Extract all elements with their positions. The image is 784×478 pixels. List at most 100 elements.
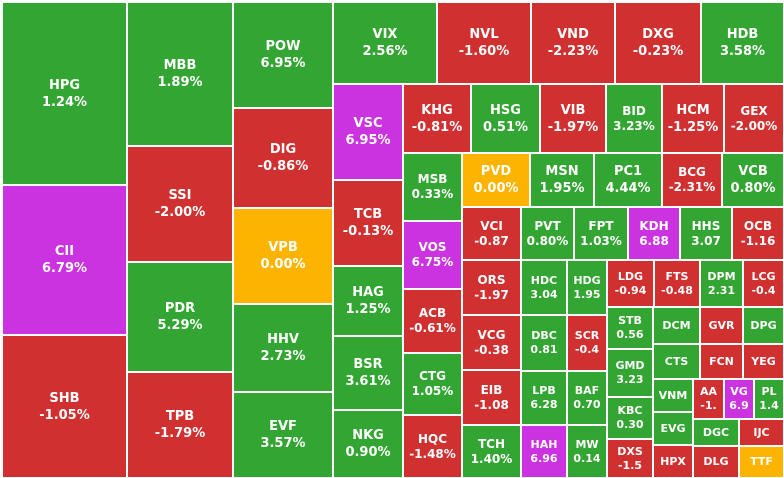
tile-ttf[interactable]: TTF [739, 446, 784, 478]
tile-dlg[interactable]: DLG [693, 446, 739, 478]
tile-ors[interactable]: ORS -1.97 [462, 260, 521, 315]
tile-vcg[interactable]: VCG -0.38 [462, 315, 521, 370]
tile-label: DIG -0.86% [234, 141, 332, 175]
tile-vci[interactable]: VCI -0.87 [462, 207, 521, 260]
tile-msn[interactable]: MSN 1.95% [530, 153, 594, 207]
tile-msb[interactable]: MSB 0.33% [403, 153, 462, 221]
tile-vsc[interactable]: VSC 6.95% [333, 84, 403, 180]
tile-vg[interactable]: VG 6.9 [724, 379, 754, 419]
tile-khg[interactable]: KHG -0.81% [403, 84, 471, 153]
tile-hhs[interactable]: HHS 3.07 [680, 207, 732, 260]
tile-mbb[interactable]: MBB 1.89% [127, 2, 233, 146]
tile-tch[interactable]: TCH 1.40% [462, 425, 521, 478]
tile-lpb[interactable]: LPB 6.28 [521, 371, 567, 425]
tile-pdr[interactable]: PDR 5.29% [127, 262, 233, 372]
tile-dig[interactable]: DIG -0.86% [233, 108, 333, 208]
tile-evg[interactable]: EVG [653, 412, 693, 445]
tile-tpb[interactable]: TPB -1.79% [127, 372, 233, 478]
tile-eib[interactable]: EIB -1.08 [462, 370, 521, 425]
tile-label: PDR 5.29% [128, 300, 232, 334]
change-label: 3.58% [719, 44, 766, 59]
tile-dxg[interactable]: DXG -0.23% [615, 2, 701, 84]
change-label: -1.5 [617, 458, 643, 472]
tile-hah[interactable]: HAH 6.96 [521, 425, 567, 478]
tile-acb[interactable]: ACB -0.61% [403, 289, 462, 353]
change-label: 3.61% [345, 374, 391, 389]
tile-vnd[interactable]: VND -2.23% [531, 2, 615, 84]
tile-hdb[interactable]: HDB 3.58% [701, 2, 784, 84]
change-label: 4.44% [605, 181, 651, 196]
tile-pc1[interactable]: PC1 4.44% [594, 153, 662, 207]
tile-fpt[interactable]: FPT 1.03% [574, 207, 628, 260]
tile-dxs[interactable]: DXS -1.5 [607, 439, 653, 478]
tile-pl[interactable]: PL 1.4 [754, 379, 784, 419]
tile-ctg[interactable]: CTG 1.05% [403, 353, 462, 415]
tile-hdg[interactable]: HDG 1.95 [567, 260, 607, 315]
tile-evf[interactable]: EVF 3.57% [233, 392, 333, 478]
tile-dgc[interactable]: DGC [693, 419, 739, 446]
tile-stb[interactable]: STB 0.56 [607, 307, 653, 349]
tile-lcg[interactable]: LCG -0.4 [743, 260, 784, 307]
tile-nkg[interactable]: NKG 0.90% [333, 410, 403, 478]
tile-label: FTS -0.48 [655, 270, 699, 298]
change-label: 1.4 [759, 399, 779, 412]
tile-baf[interactable]: BAF 0.70 [567, 371, 607, 425]
tile-cts[interactable]: CTS [653, 344, 700, 379]
tile-mw[interactable]: MW 0.14 [567, 425, 607, 478]
tile-yeg[interactable]: YEG [743, 344, 784, 379]
tile-hsg[interactable]: HSG 0.51% [471, 84, 540, 153]
tile-pvd[interactable]: PVD 0.00% [462, 153, 530, 207]
tile-label: DPG [744, 319, 783, 333]
tile-shb[interactable]: SHB -1.05% [2, 335, 127, 478]
tile-ldg[interactable]: LDG -0.94 [607, 260, 654, 307]
tile-cii[interactable]: CII 6.79% [2, 185, 127, 335]
tile-label: ORS -1.97 [463, 273, 520, 303]
ticker-label: DBC [531, 329, 557, 342]
tile-label: DLG [694, 455, 738, 469]
tile-vcb[interactable]: VCB 0.80% [722, 153, 784, 207]
tile-fcn[interactable]: FCN [700, 344, 743, 379]
tile-hhv[interactable]: HHV 2.73% [233, 304, 333, 392]
change-label: -0.81% [411, 119, 463, 135]
tile-vpb[interactable]: VPB 0.00% [233, 208, 333, 304]
tile-hcm[interactable]: HCM -1.25% [662, 84, 724, 153]
tile-label: PVT 0.80% [522, 219, 573, 249]
tile-ocb[interactable]: OCB -1.16 [732, 207, 784, 260]
tile-ssi[interactable]: SSI -2.00% [127, 146, 233, 262]
tile-vix[interactable]: VIX 2.56% [333, 2, 437, 84]
tile-vib[interactable]: VIB -1.97% [540, 84, 606, 153]
tile-pow[interactable]: POW 6.95% [233, 2, 333, 108]
ticker-label: MW [575, 437, 599, 451]
tile-vnm[interactable]: VNM [653, 379, 693, 412]
tile-hpx[interactable]: HPX [653, 445, 693, 478]
tile-vos[interactable]: VOS 6.75% [403, 221, 462, 289]
tile-dcm[interactable]: DCM [653, 307, 700, 344]
tile-gmd[interactable]: GMD 3.23 [607, 349, 653, 397]
ticker-label: KBC [617, 404, 643, 417]
ticker-label: BCG [678, 165, 706, 179]
tile-kdh[interactable]: KDH 6.88 [628, 207, 680, 260]
tile-nvl[interactable]: NVL -1.60% [437, 2, 531, 84]
tile-scr[interactable]: SCR -0.4 [567, 315, 607, 371]
tile-dpm[interactable]: DPM 2.31 [700, 260, 743, 307]
tile-dbc[interactable]: DBC 0.81 [521, 315, 567, 371]
tile-kbc[interactable]: KBC 0.30 [607, 397, 653, 439]
tile-ijc[interactable]: IJC [739, 419, 784, 446]
tile-hdc[interactable]: HDC 3.04 [521, 260, 567, 315]
tile-gvr[interactable]: GVR [700, 307, 743, 344]
tile-aa[interactable]: AA -1. [693, 379, 724, 419]
tile-pvt[interactable]: PVT 0.80% [521, 207, 574, 260]
tile-hqc[interactable]: HQC -1.48% [403, 415, 462, 478]
change-label: 0.33% [411, 187, 454, 201]
tile-label: FPT 1.03% [575, 219, 627, 249]
tile-dpg[interactable]: DPG [743, 307, 784, 344]
tile-bcg[interactable]: BCG -2.31% [662, 153, 722, 207]
tile-hpg[interactable]: HPG 1.24% [2, 2, 127, 185]
tile-tcb[interactable]: TCB -0.13% [333, 180, 403, 266]
tile-hag[interactable]: HAG 1.25% [333, 266, 403, 336]
tile-fts[interactable]: FTS -0.48 [654, 260, 700, 307]
tile-bid[interactable]: BID 3.23% [606, 84, 662, 153]
tile-bsr[interactable]: BSR 3.61% [333, 336, 403, 410]
change-label: 0.14 [573, 451, 601, 465]
tile-gex[interactable]: GEX -2.00% [724, 84, 784, 153]
